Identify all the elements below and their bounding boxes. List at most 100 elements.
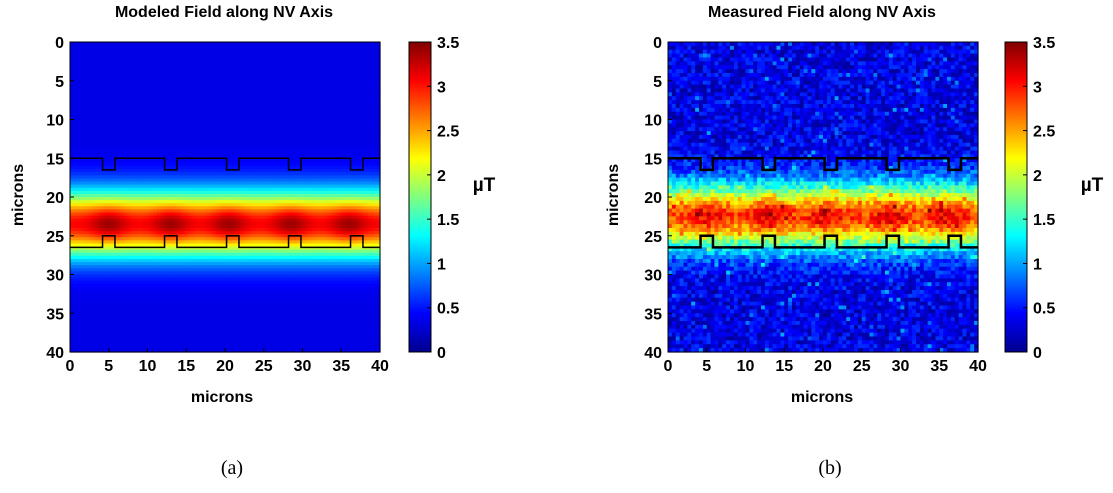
heatmap-cell <box>376 57 381 62</box>
heatmap-cell <box>333 63 338 68</box>
heatmap-cell <box>277 60 282 65</box>
heatmap-cell <box>293 51 297 55</box>
heatmap-cell <box>237 66 242 71</box>
heatmap-cell <box>314 76 319 80</box>
heatmap-cell <box>364 66 369 71</box>
heatmap-cell <box>128 42 133 46</box>
heatmap-cell <box>280 60 285 65</box>
heatmap-cell <box>128 63 133 68</box>
heatmap-cell <box>243 60 248 65</box>
heatmap-cell <box>262 79 266 83</box>
heatmap-cell <box>70 100 74 105</box>
heatmap-cell <box>156 97 161 102</box>
heatmap-cell <box>287 51 291 55</box>
heatmap-cell <box>225 82 229 86</box>
heatmap-cell <box>125 97 130 102</box>
heatmap-cell <box>190 76 195 80</box>
heatmap-cell <box>197 54 201 59</box>
heatmap-cell <box>110 88 114 93</box>
heatmap-cell <box>144 76 149 80</box>
heatmap-cell <box>206 91 211 96</box>
heatmap-cell <box>302 66 307 71</box>
heatmap-cell <box>97 73 102 77</box>
heatmap-cell <box>91 97 96 102</box>
heatmap-cell <box>321 66 325 71</box>
heatmap-cell <box>243 97 248 102</box>
heatmap-cell <box>190 88 195 93</box>
heatmap-cell <box>190 42 195 46</box>
heatmap-cell <box>73 63 77 68</box>
heatmap-cell <box>339 45 344 49</box>
heatmap-cell <box>349 60 353 65</box>
heatmap-cell <box>70 76 74 80</box>
heatmap-cell <box>144 51 149 55</box>
heatmap-cell <box>237 73 242 77</box>
heatmap-cell <box>132 63 136 68</box>
heatmap-cell <box>283 76 288 80</box>
heatmap-cell <box>163 63 167 68</box>
heatmap-cell <box>110 51 114 55</box>
heatmap-cell <box>119 60 124 65</box>
heatmap-cell <box>259 51 263 55</box>
heatmap-cell <box>166 91 170 96</box>
heatmap-cell <box>218 57 223 62</box>
heatmap-cell <box>225 97 229 102</box>
heatmap-cell <box>249 60 254 65</box>
heatmap-cell <box>373 85 378 90</box>
heatmap-cell <box>259 79 263 83</box>
heatmap-cell <box>187 79 192 83</box>
heatmap-cell <box>159 82 164 86</box>
heatmap-cell <box>212 60 217 65</box>
heatmap-cell <box>197 60 201 65</box>
heatmap-cell <box>342 79 347 83</box>
heatmap-cell <box>376 66 381 71</box>
heatmap-cell <box>194 73 198 77</box>
heatmap-cell <box>318 76 322 80</box>
heatmap-cell <box>308 94 313 99</box>
heatmap-cell <box>187 45 192 49</box>
heatmap-cell <box>101 79 105 83</box>
heatmap-cell <box>237 63 242 68</box>
heatmap-cell <box>376 97 381 102</box>
heatmap-cell <box>336 79 341 83</box>
heatmap-cell <box>104 51 108 55</box>
heatmap-cell <box>228 69 232 74</box>
heatmap-cell <box>147 60 152 65</box>
heatmap-cell <box>200 97 204 102</box>
heatmap-cell <box>178 45 183 49</box>
heatmap-cell <box>144 42 149 46</box>
heatmap-cell <box>305 54 310 59</box>
heatmap-cell <box>116 100 121 105</box>
heatmap-cell <box>206 63 211 68</box>
heatmap-cell <box>259 57 263 62</box>
heatmap-cell <box>110 73 114 77</box>
heatmap-cell <box>104 100 108 105</box>
heatmap-cell <box>206 45 211 49</box>
heatmap-cell <box>367 57 372 62</box>
heatmap-cell <box>355 85 359 90</box>
heatmap-cell <box>122 88 127 93</box>
heatmap-cell <box>342 85 347 90</box>
heatmap-cell <box>373 88 378 93</box>
heatmap-cell <box>156 45 161 49</box>
heatmap-cell <box>187 85 192 90</box>
heatmap-cell <box>352 54 356 59</box>
heatmap-cell <box>190 63 195 68</box>
heatmap-cell <box>376 54 381 59</box>
heatmap-cell <box>122 100 127 105</box>
heatmap-cell <box>187 73 192 77</box>
heatmap-cell <box>116 82 121 86</box>
heatmap-cell <box>299 69 304 74</box>
heatmap-cell <box>212 63 217 68</box>
heatmap-cell <box>327 85 331 90</box>
heatmap-cell <box>147 51 152 55</box>
heatmap-cell <box>308 60 313 65</box>
heatmap-cell <box>172 45 176 49</box>
heatmap-cell <box>330 60 335 65</box>
heatmap-cell <box>237 54 242 59</box>
heatmap-cell <box>113 97 118 102</box>
heatmap-cell <box>265 60 269 65</box>
heatmap-cell <box>172 91 176 96</box>
heatmap-cell <box>345 45 350 49</box>
heatmap-cell <box>318 60 322 65</box>
